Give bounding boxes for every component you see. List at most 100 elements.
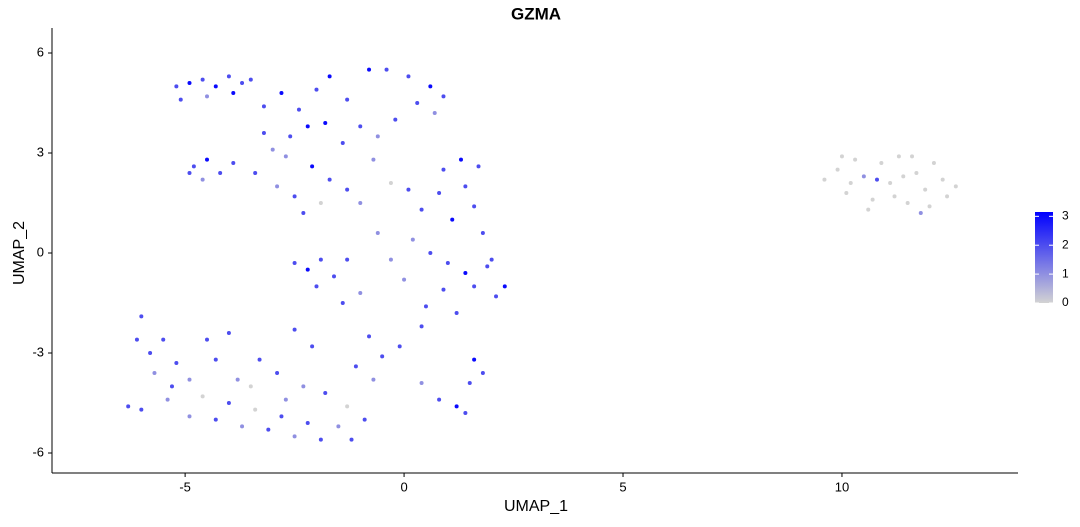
point — [231, 91, 236, 95]
point — [892, 194, 897, 199]
point — [472, 204, 477, 209]
point — [301, 384, 306, 389]
point — [467, 381, 472, 385]
point — [323, 391, 328, 395]
point — [187, 414, 192, 419]
point — [174, 84, 179, 89]
point — [292, 327, 297, 332]
point — [406, 187, 411, 192]
y-tick-label: 0 — [37, 244, 44, 259]
point — [314, 284, 319, 289]
point — [419, 324, 424, 329]
point — [458, 157, 463, 162]
point — [441, 94, 446, 99]
point — [419, 207, 424, 212]
point — [253, 407, 258, 412]
point — [200, 394, 205, 399]
point — [226, 74, 231, 79]
point — [428, 84, 433, 89]
point — [226, 401, 231, 405]
point — [874, 177, 879, 182]
point — [205, 337, 210, 342]
y-tick-label: -3 — [32, 344, 44, 359]
point — [454, 311, 459, 315]
point — [437, 191, 442, 195]
point — [205, 157, 210, 162]
point — [905, 201, 910, 205]
point — [213, 417, 218, 422]
point — [914, 171, 919, 175]
point — [310, 344, 315, 349]
colorbar — [1035, 212, 1053, 303]
point — [888, 181, 893, 185]
point — [870, 197, 875, 202]
point — [275, 371, 280, 375]
y-tick-label: 6 — [37, 44, 44, 59]
point — [839, 154, 844, 159]
x-axis-label: UMAP_1 — [504, 498, 568, 515]
colorbar-tick-label: 2 — [1062, 237, 1069, 251]
point — [161, 337, 166, 342]
x-tick-label: -5 — [179, 479, 191, 494]
point — [489, 257, 494, 262]
point — [235, 377, 240, 382]
point — [257, 357, 262, 362]
point — [822, 177, 827, 182]
point — [301, 211, 306, 215]
point — [454, 404, 459, 409]
point — [375, 134, 380, 139]
point — [279, 91, 284, 95]
point — [340, 141, 345, 145]
point — [139, 407, 144, 412]
point — [266, 427, 271, 432]
point — [240, 81, 245, 85]
point — [388, 181, 393, 185]
point — [345, 187, 350, 192]
point — [844, 191, 849, 195]
point — [305, 124, 310, 129]
point — [358, 124, 363, 129]
point — [419, 381, 424, 385]
point — [253, 171, 258, 175]
point — [305, 421, 310, 425]
point — [410, 237, 415, 242]
point — [187, 171, 192, 175]
point — [450, 217, 455, 222]
point — [371, 157, 376, 162]
point — [279, 414, 284, 419]
point — [861, 174, 866, 179]
colorbar-tick-label: 1 — [1062, 266, 1069, 280]
point — [152, 371, 157, 375]
point — [406, 74, 411, 79]
point — [205, 94, 210, 99]
point — [441, 167, 446, 172]
point — [472, 284, 477, 289]
point — [923, 187, 928, 192]
point — [480, 231, 485, 235]
point — [494, 294, 499, 299]
point — [371, 377, 376, 382]
point — [384, 67, 389, 72]
point — [388, 257, 393, 262]
point — [318, 437, 323, 442]
point — [918, 211, 923, 215]
point — [270, 147, 275, 152]
point — [345, 97, 350, 102]
point — [345, 404, 350, 409]
point — [402, 277, 407, 282]
point — [318, 201, 323, 205]
point — [375, 231, 380, 235]
x-tick-label: 5 — [619, 479, 626, 494]
point — [174, 361, 179, 365]
point — [296, 107, 301, 112]
point — [345, 257, 350, 262]
point — [367, 334, 372, 339]
point — [318, 257, 323, 262]
point — [463, 271, 468, 275]
point — [187, 81, 192, 85]
point — [292, 194, 297, 199]
point — [853, 157, 858, 162]
point — [945, 194, 950, 199]
point — [327, 74, 332, 79]
